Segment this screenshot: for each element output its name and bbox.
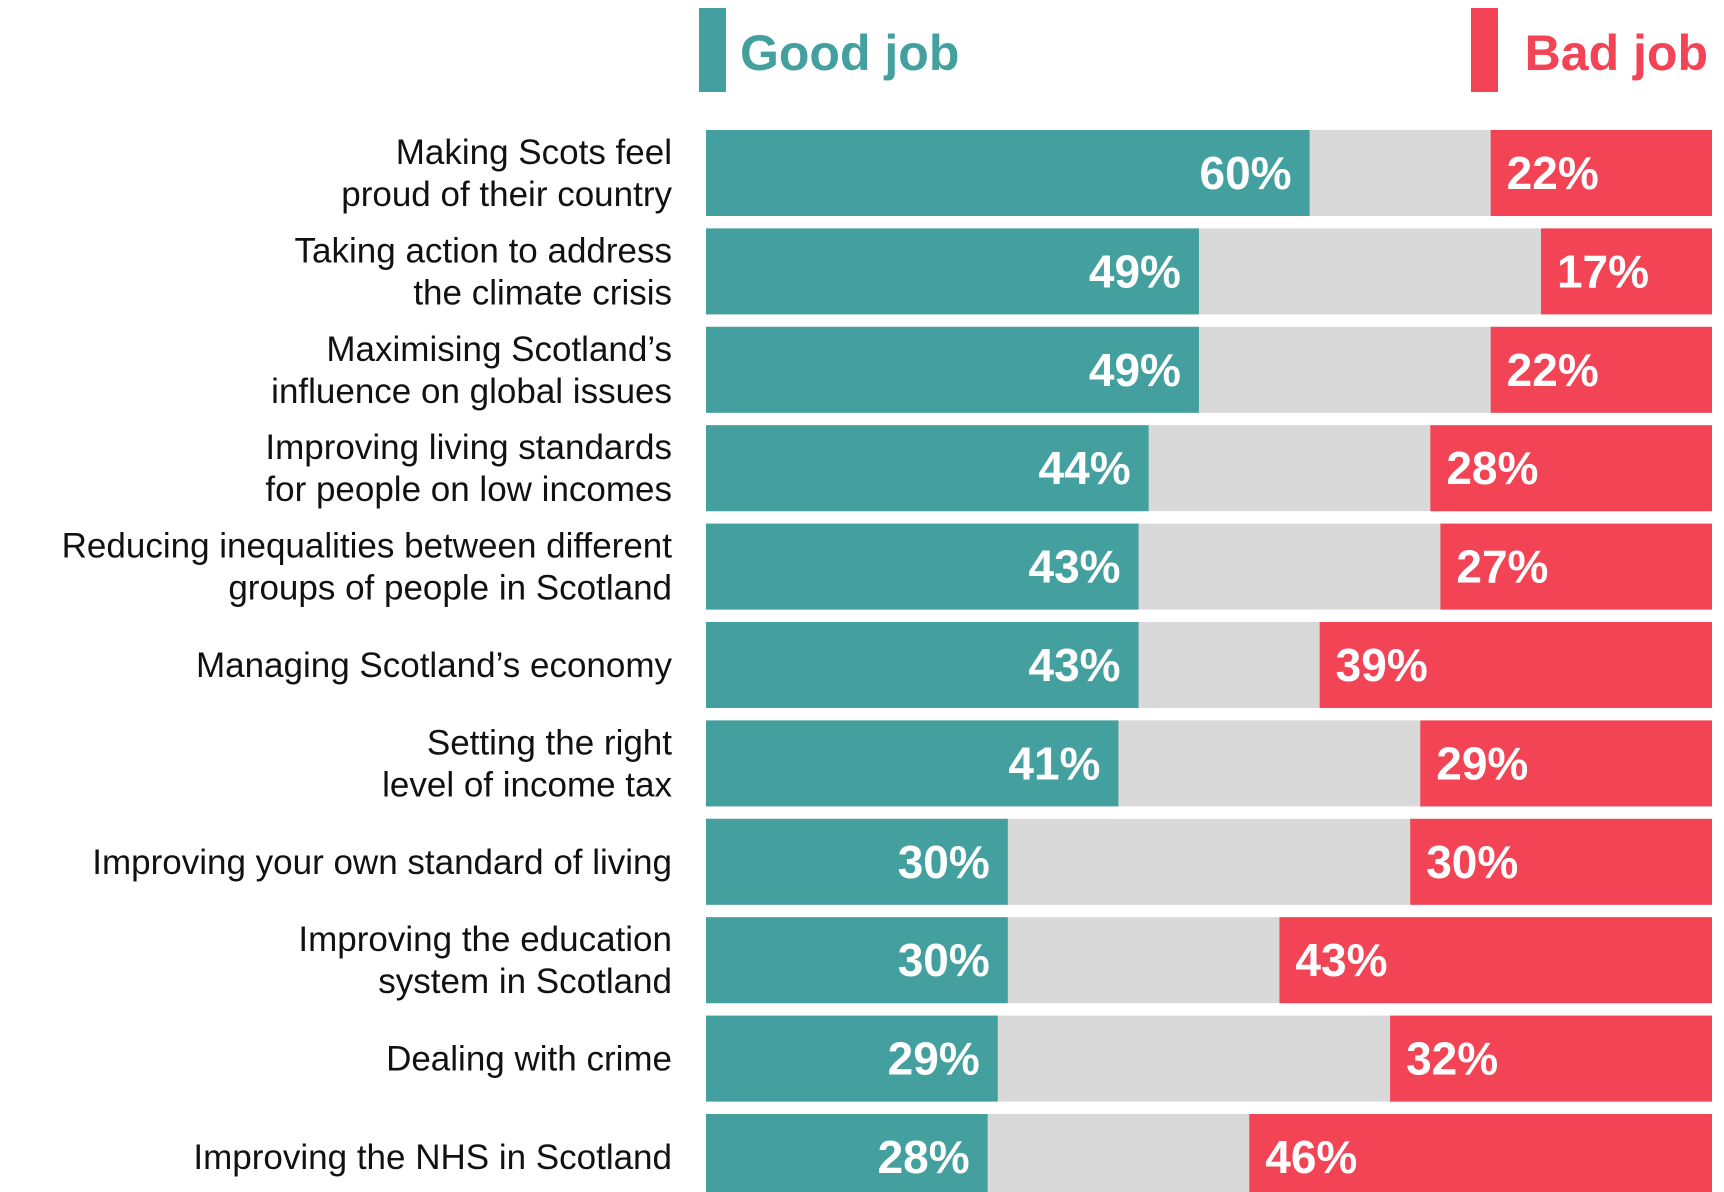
category-label-line: Improving the education	[298, 920, 672, 959]
category-label: Managing Scotland’s economy	[196, 646, 673, 685]
data-label-bad: 43%	[1295, 934, 1387, 986]
bar-good	[706, 720, 1119, 807]
data-label-bad: 22%	[1507, 344, 1599, 396]
bar-good	[706, 523, 1139, 610]
category-label-line: Improving your own standard of living	[92, 843, 672, 882]
category-label-line: Maximising Scotland’s	[326, 330, 672, 369]
bar-good	[706, 917, 1008, 1004]
bar-bad	[1319, 622, 1712, 708]
bar-bad	[1540, 228, 1712, 315]
chart-row: 43% 27% Reducing inequalities between diff…	[62, 523, 1712, 610]
legend-label-good: Good job	[740, 25, 959, 81]
category-label-line: the climate crisis	[413, 273, 672, 312]
category-label: Improving the NHS in Scotland	[193, 1138, 672, 1177]
data-label-good: 43%	[1029, 541, 1121, 593]
data-label-good: 49%	[1089, 344, 1181, 396]
data-label-bad: 46%	[1265, 1131, 1357, 1183]
data-label-good: 30%	[898, 836, 990, 888]
bar-bad	[1249, 1114, 1712, 1192]
chart-row: 28% 46% Improving the NHS in Scotland	[193, 1114, 1712, 1192]
data-label-good: 60%	[1200, 147, 1292, 199]
category-label: Maximising Scotland’s influence on global…	[271, 330, 672, 411]
category-label: Dealing with crime	[386, 1040, 672, 1079]
legend-label-bad: Bad job	[1525, 25, 1708, 81]
category-label: Making Scots feel proud of their country	[341, 133, 672, 214]
category-label-line: proud of their country	[341, 175, 672, 214]
category-label: Setting the right level of income tax	[382, 723, 672, 804]
legend-swatch-good	[699, 8, 726, 92]
data-label-bad: 28%	[1446, 442, 1538, 494]
data-label-good: 28%	[878, 1131, 970, 1183]
category-label-line: Making Scots feel	[396, 133, 672, 172]
category-label: Reducing inequalities between different g…	[62, 527, 673, 608]
chart-row: 49% 17% Taking action to address the climat…	[295, 228, 1712, 315]
data-label-bad: 32%	[1406, 1033, 1498, 1085]
bar-bad	[1490, 130, 1712, 216]
data-label-good: 49%	[1089, 245, 1181, 297]
bar-good	[706, 1015, 998, 1102]
category-label-line: groups of people in Scotland	[228, 569, 672, 608]
category-label-line: Taking action to address	[295, 231, 672, 270]
chart-row: 30% 43% Improving the education system in S…	[298, 917, 1712, 1004]
category-label-line: Setting the right	[427, 723, 672, 762]
bar-good	[706, 425, 1149, 512]
data-label-good: 30%	[898, 934, 990, 986]
chart-row: 49% 22% Maximising Scotland’s influence on …	[271, 326, 1712, 413]
bar-good	[706, 130, 1310, 216]
category-label-line: level of income tax	[382, 765, 672, 804]
chart-row: 43% 39% Managing Scotland’s economy	[196, 622, 1712, 708]
category-label: Improving the education system in Scotlan…	[298, 920, 672, 1001]
category-label-line: Reducing inequalities between different	[62, 527, 673, 566]
chart-row: 60% 22% Making Scots feel proud of their co…	[341, 130, 1712, 216]
bar-bad	[1390, 1015, 1712, 1102]
bar-bad	[1430, 425, 1712, 512]
category-label-line: system in Scotland	[378, 962, 672, 1001]
legend-swatch-bad	[1471, 8, 1498, 92]
chart-row: 41% 29% Setting the right level of income t…	[382, 720, 1712, 807]
data-label-bad: 29%	[1436, 737, 1528, 789]
chart-row: 30% 30% Improving your own standard of liv…	[92, 818, 1712, 905]
data-label-good: 29%	[888, 1033, 980, 1085]
category-label: Taking action to address the climate cris…	[295, 231, 672, 312]
data-label-good: 41%	[1008, 737, 1100, 789]
data-label-bad: 22%	[1507, 147, 1599, 199]
chart-row: 44% 28% Improving living standards for peop…	[265, 425, 1712, 512]
bar-good	[706, 818, 1008, 905]
category-label: Improving your own standard of living	[92, 843, 672, 882]
data-label-good: 44%	[1039, 442, 1131, 494]
category-label-line: Improving the NHS in Scotland	[193, 1138, 672, 1177]
chart-row: 29% 32% Dealing with crime	[386, 1015, 1712, 1102]
category-label-line: Dealing with crime	[386, 1040, 672, 1079]
category-label-line: for people on low incomes	[265, 470, 672, 509]
bar-good	[706, 622, 1139, 708]
data-label-bad: 39%	[1336, 639, 1428, 691]
data-label-bad: 27%	[1456, 541, 1548, 593]
bar-bad	[1440, 523, 1712, 610]
chart-rows: 60% 22% Making Scots feel proud of their co…	[62, 130, 1712, 1192]
data-label-bad: 30%	[1426, 836, 1518, 888]
data-label-good: 43%	[1029, 639, 1121, 691]
category-label-line: Improving living standards	[265, 428, 672, 467]
bar-bad	[1410, 818, 1712, 905]
category-label: Improving living standards for people on …	[265, 428, 672, 509]
bar-good	[706, 1114, 988, 1192]
bar-bad	[1490, 326, 1712, 413]
bar-good	[706, 228, 1199, 315]
bar-good	[706, 326, 1199, 413]
category-label-line: influence on global issues	[271, 372, 672, 411]
legend: Good job Bad job	[699, 8, 1708, 92]
bar-bad	[1279, 917, 1712, 1004]
bar-bad	[1420, 720, 1712, 807]
category-label-line: Managing Scotland’s economy	[196, 646, 673, 685]
data-label-bad: 17%	[1557, 245, 1649, 297]
